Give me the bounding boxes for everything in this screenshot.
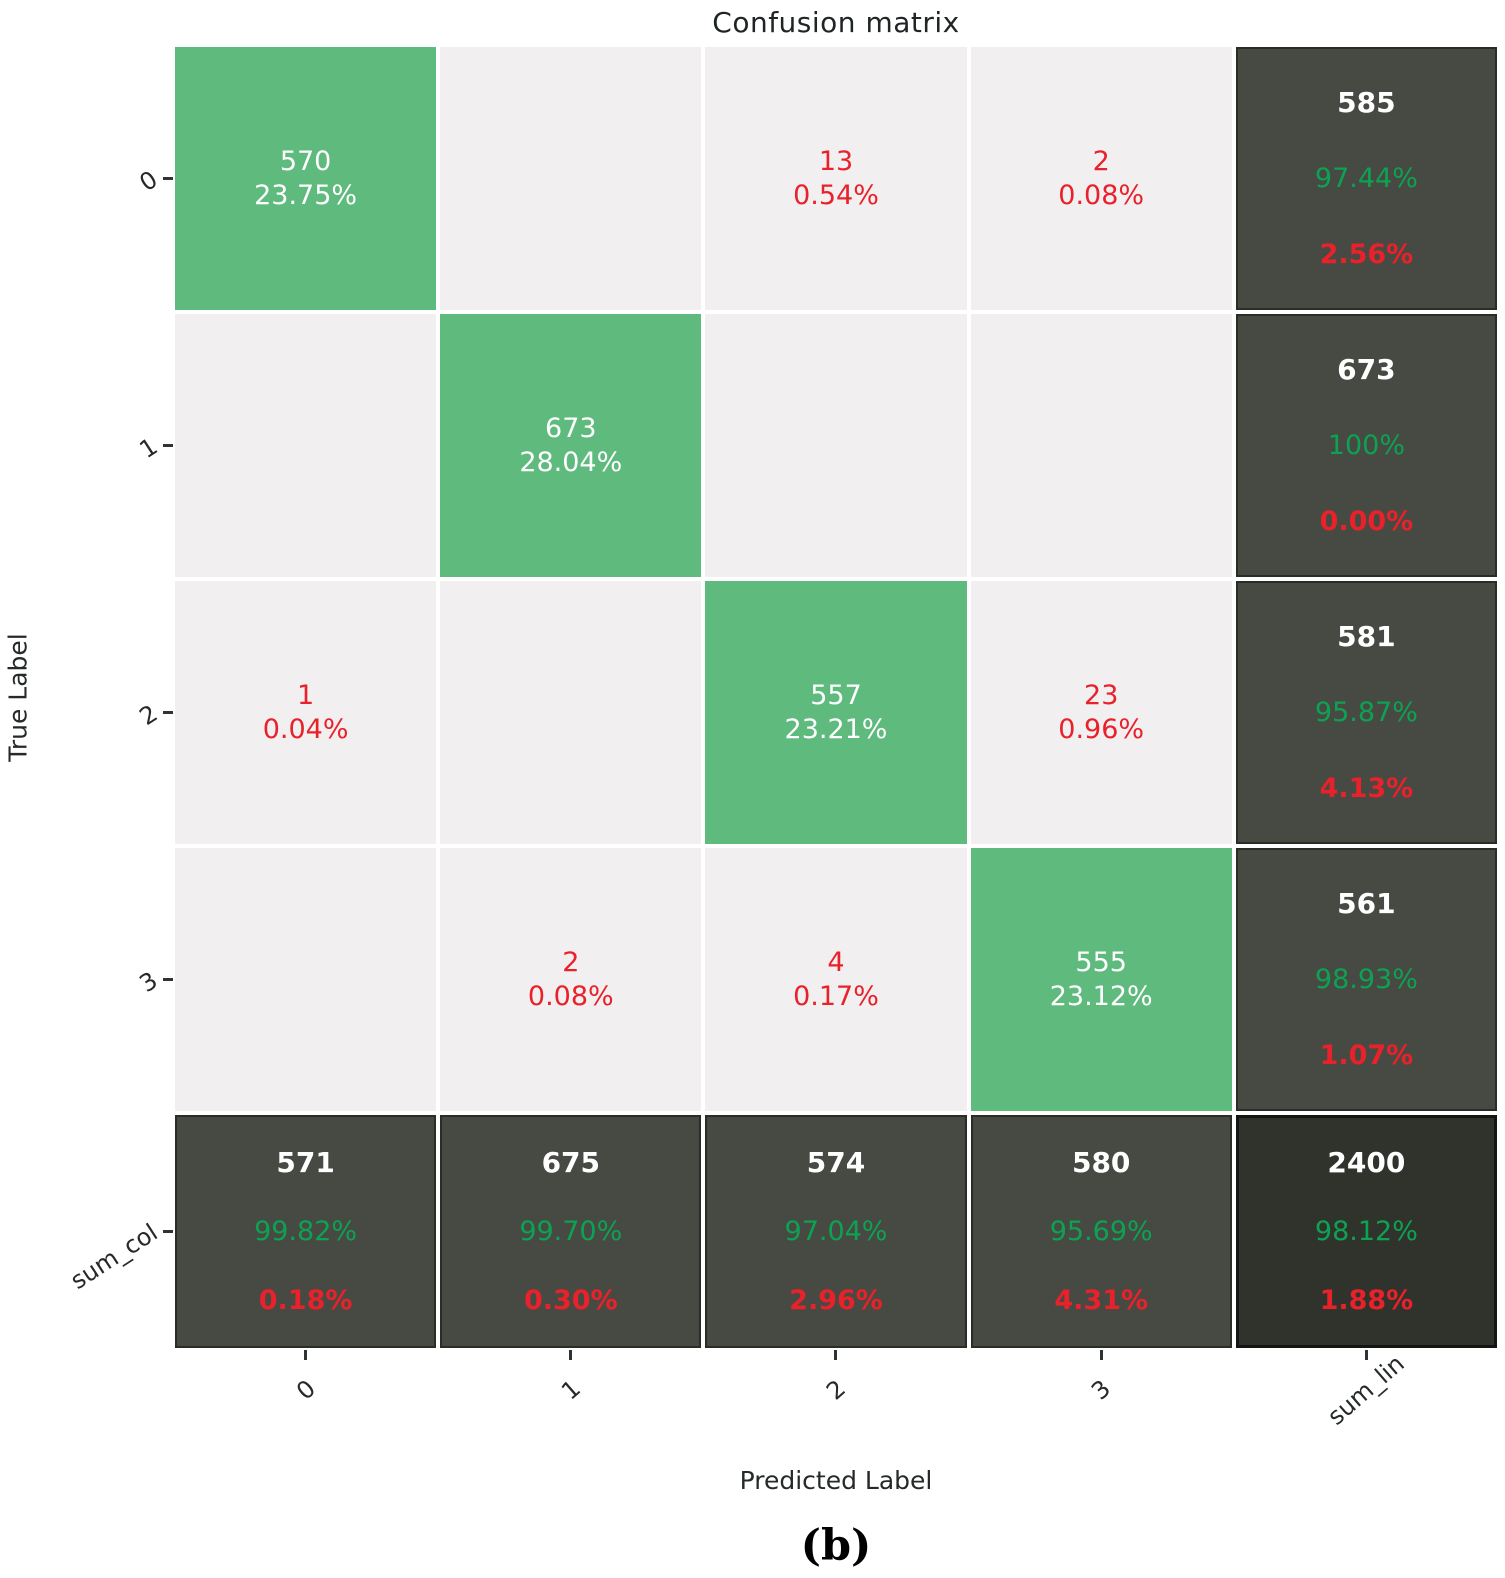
cell-count: 2 bbox=[562, 946, 580, 978]
matrix-cell-r2-c4: 581 95.87% 4.13% bbox=[1235, 581, 1497, 845]
cell-count: 13 bbox=[818, 145, 854, 177]
matrix-cell-r1-c2 bbox=[705, 314, 967, 578]
cell-error-percent: 1.07% bbox=[1319, 1040, 1414, 1072]
cell-count: 585 bbox=[1337, 86, 1396, 119]
matrix-cell-r3-c1: 2 0.08% bbox=[440, 848, 702, 1112]
x-tick bbox=[304, 1350, 308, 1360]
cell-correct-percent: 100% bbox=[1327, 430, 1405, 462]
x-tick bbox=[834, 1350, 838, 1360]
cell-count: 2 bbox=[1092, 145, 1110, 177]
matrix-cell-r4-c2: 574 97.04% 2.96% bbox=[705, 1115, 967, 1348]
y-tick bbox=[163, 978, 173, 982]
cell-count: 561 bbox=[1337, 887, 1396, 921]
confusion-matrix-grid: 570 23.75% 13 0.54% 2 0.08% 585 97.44% 2.56% 673 2… bbox=[175, 47, 1497, 1348]
cell-count: 571 bbox=[276, 1146, 335, 1180]
matrix-cell-r2-c2: 557 23.21% bbox=[705, 581, 967, 845]
y-tick bbox=[163, 444, 173, 448]
matrix-cell-r2-c0: 1 0.04% bbox=[175, 581, 437, 845]
cell-count: 2400 bbox=[1327, 1146, 1406, 1180]
matrix-cell-r0-c1 bbox=[440, 47, 702, 311]
cell-count: 23 bbox=[1084, 679, 1119, 711]
cell-count: 673 bbox=[545, 412, 597, 444]
matrix-cell-r4-c0: 571 99.82% 0.18% bbox=[175, 1115, 437, 1348]
matrix-cell-r4-c3: 580 95.69% 4.31% bbox=[970, 1115, 1232, 1348]
cell-error-percent: 0.30% bbox=[523, 1285, 618, 1317]
matrix-cell-r3-c3: 555 23.12% bbox=[970, 848, 1232, 1112]
matrix-cell-r1-c3 bbox=[970, 314, 1232, 578]
matrix-cell-r2-c3: 23 0.96% bbox=[970, 581, 1232, 845]
matrix-cell-r0-c4: 585 97.44% 2.56% bbox=[1235, 47, 1497, 311]
cell-error-percent: 4.31% bbox=[1054, 1285, 1149, 1317]
cell-error-percent: 2.96% bbox=[789, 1285, 883, 1317]
x-tick bbox=[1364, 1350, 1368, 1360]
matrix-cell-r2-c1 bbox=[440, 581, 702, 845]
cell-error-percent: 0.00% bbox=[1319, 506, 1414, 538]
chart-title: Confusion matrix bbox=[712, 6, 960, 39]
cell-correct-percent: 95.69% bbox=[1049, 1216, 1153, 1248]
cell-percent: 23.12% bbox=[1049, 980, 1153, 1012]
matrix-cell-r3-c2: 4 0.17% bbox=[705, 848, 967, 1112]
matrix-cell-r0-c2: 13 0.54% bbox=[705, 47, 967, 311]
y-tick-label: 0 bbox=[134, 164, 163, 197]
y-tick-label: sum_col bbox=[65, 1217, 163, 1295]
cell-correct-percent: 98.12% bbox=[1314, 1216, 1418, 1248]
y-tick-label: 1 bbox=[134, 431, 163, 464]
cell-correct-percent: 98.93% bbox=[1314, 964, 1418, 996]
cell-percent: 0.08% bbox=[1058, 179, 1145, 211]
cell-percent: 0.04% bbox=[262, 713, 349, 745]
y-tick-label: 3 bbox=[134, 965, 163, 998]
cell-percent: 0.17% bbox=[793, 980, 879, 1012]
cell-count: 581 bbox=[1337, 620, 1396, 654]
cell-correct-percent: 99.70% bbox=[519, 1216, 623, 1248]
cell-error-percent: 1.88% bbox=[1319, 1285, 1414, 1317]
cell-percent: 23.75% bbox=[254, 179, 358, 211]
cell-correct-percent: 97.44% bbox=[1314, 163, 1418, 195]
matrix-cell-r3-c4: 561 98.93% 1.07% bbox=[1235, 848, 1497, 1112]
cell-error-percent: 0.18% bbox=[258, 1285, 353, 1317]
matrix-cell-r1-c4: 673 100% 0.00% bbox=[1235, 314, 1497, 578]
matrix-cell-r1-c1: 673 28.04% bbox=[440, 314, 702, 578]
cell-correct-percent: 99.82% bbox=[254, 1216, 358, 1248]
matrix-cell-r1-c0 bbox=[175, 314, 437, 578]
matrix-cell-r0-c3: 2 0.08% bbox=[970, 47, 1232, 311]
cell-count: 580 bbox=[1071, 1146, 1131, 1180]
cell-percent: 28.04% bbox=[519, 446, 623, 478]
y-tick bbox=[163, 1230, 173, 1234]
matrix-cell-r4-c1: 675 99.70% 0.30% bbox=[440, 1115, 702, 1348]
cell-count: 574 bbox=[806, 1146, 866, 1180]
matrix-cell-r3-c0 bbox=[175, 848, 437, 1112]
cell-correct-percent: 95.87% bbox=[1314, 697, 1418, 729]
cell-error-percent: 2.56% bbox=[1319, 239, 1414, 271]
cell-percent: 0.08% bbox=[527, 980, 614, 1012]
y-tick-label: 2 bbox=[134, 698, 163, 731]
cell-count: 557 bbox=[810, 679, 862, 711]
y-tick bbox=[163, 711, 173, 715]
cell-correct-percent: 97.04% bbox=[784, 1216, 888, 1248]
x-tick bbox=[569, 1350, 573, 1360]
cell-count: 675 bbox=[541, 1146, 601, 1180]
cell-count: 570 bbox=[279, 145, 332, 177]
cell-error-percent: 4.13% bbox=[1319, 773, 1414, 805]
cell-percent: 23.21% bbox=[784, 713, 888, 745]
cell-count: 555 bbox=[1075, 946, 1127, 978]
figure-caption: (b) bbox=[800, 1521, 872, 1571]
matrix-cell-r0-c0: 570 23.75% bbox=[175, 47, 437, 311]
y-axis-label: True Label bbox=[3, 633, 33, 762]
cell-count: 673 bbox=[1337, 353, 1396, 387]
y-tick bbox=[163, 177, 173, 181]
cell-percent: 0.54% bbox=[793, 179, 879, 211]
matrix-cell-r4-c4: 2400 98.12% 1.88% bbox=[1235, 1115, 1497, 1348]
x-axis-label: Predicted Label bbox=[739, 1466, 933, 1495]
cell-percent: 0.96% bbox=[1058, 713, 1145, 745]
cell-count: 4 bbox=[827, 946, 845, 978]
cell-count: 1 bbox=[297, 679, 315, 711]
x-tick bbox=[1099, 1350, 1103, 1360]
